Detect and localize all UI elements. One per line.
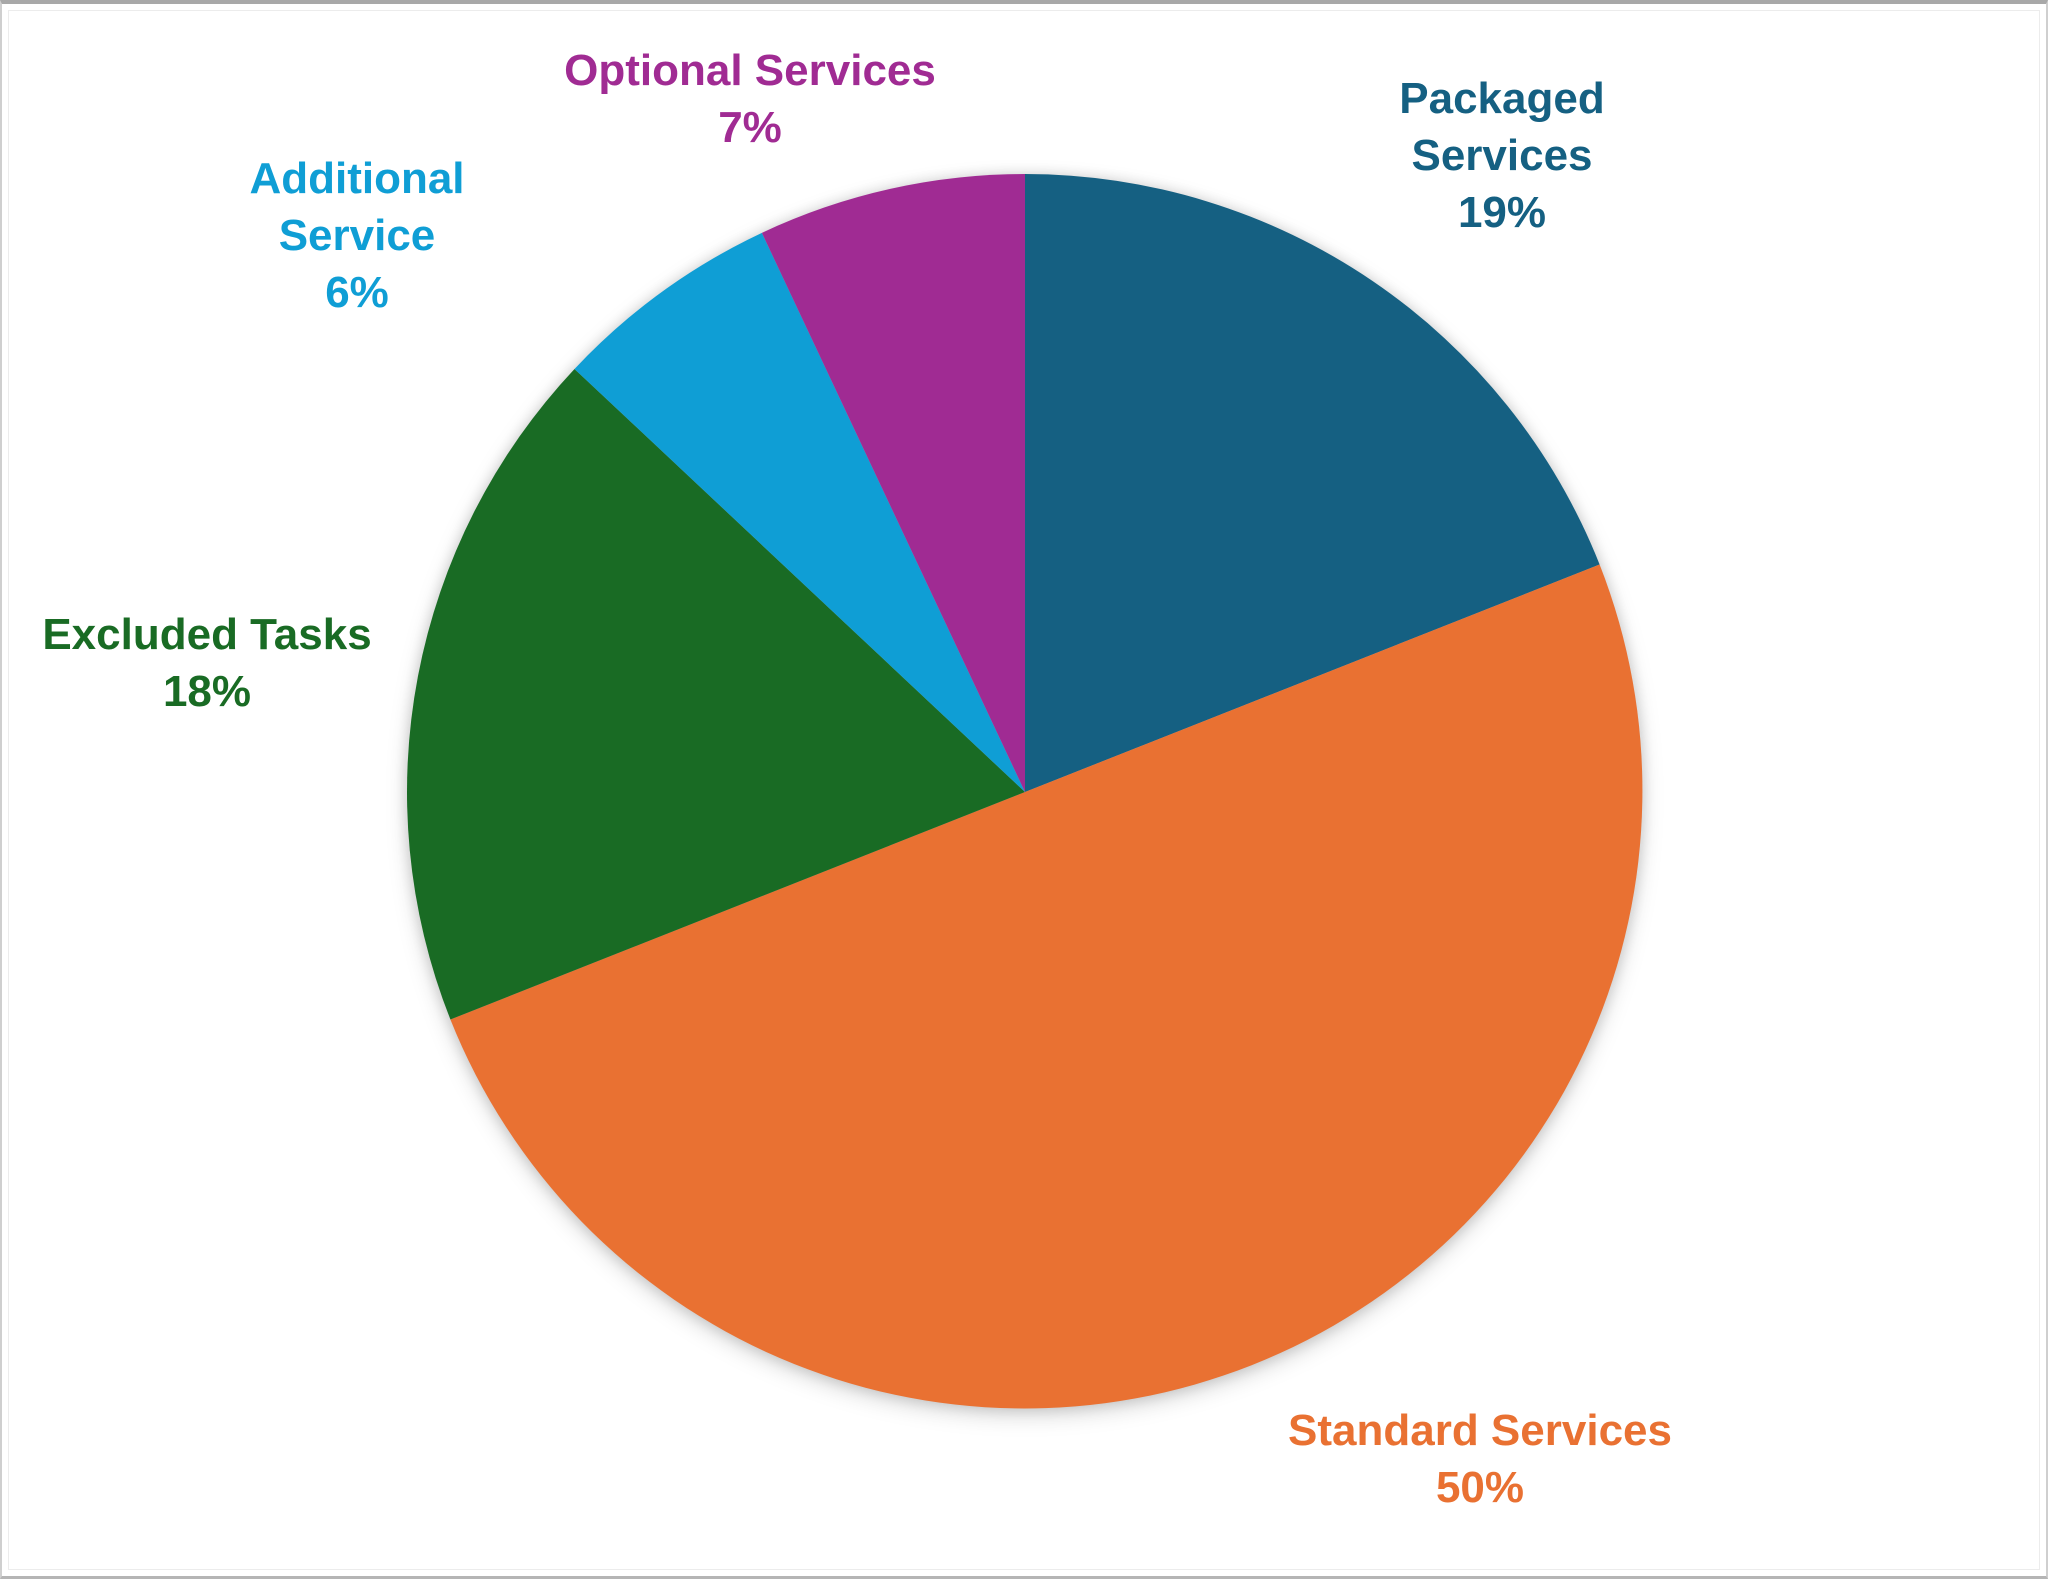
pie-label-packaged-services: Packaged Services 19% — [1367, 70, 1637, 242]
pie-label-percent: 6% — [325, 268, 389, 318]
pie-slice-excluded-tasks[interactable] — [407, 368, 1025, 1020]
pie-slice-optional-services[interactable] — [761, 174, 1025, 792]
pie-slice-additional-service[interactable] — [574, 232, 1026, 792]
pie-label-percent: 50% — [1435, 1463, 1525, 1513]
pie-label-category: Additional Service — [249, 154, 465, 261]
pie-label-percent: 7% — [718, 103, 782, 153]
pie-label-excluded-tasks: Excluded Tasks 18% — [42, 606, 371, 720]
pie-label-optional-services: Optional Services 7% — [564, 42, 936, 156]
pie-label-category: Excluded Tasks — [42, 610, 372, 659]
pie-chart — [407, 174, 1643, 1409]
pie-label-percent: 18% — [162, 667, 252, 717]
pie-label-category: Standard Services — [1288, 1406, 1672, 1455]
pie-slice-standard-services[interactable] — [450, 564, 1643, 1409]
pie-label-category: Optional Services — [564, 46, 936, 95]
pie-label-percent: 19% — [1457, 188, 1547, 238]
pie-label-additional-service: Additional Service 6% — [222, 150, 492, 322]
pie-label-standard-services: Standard Services 50% — [1288, 1402, 1672, 1516]
pie-label-category: Packaged Services — [1399, 74, 1605, 181]
pie-slice-packaged-services[interactable] — [1025, 174, 1600, 792]
